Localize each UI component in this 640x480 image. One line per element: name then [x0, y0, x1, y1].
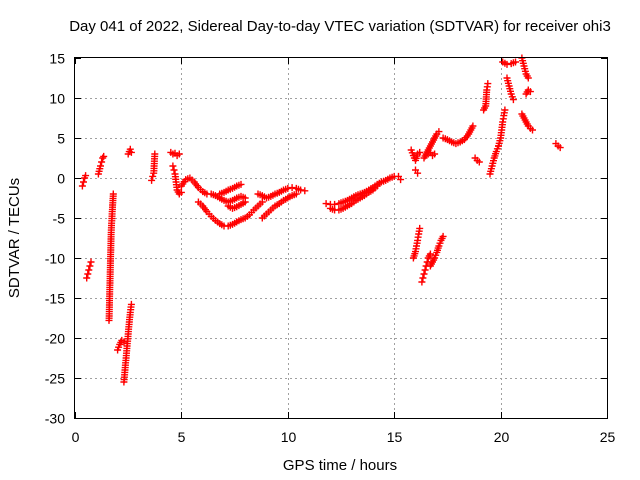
data-point-marker: [475, 158, 483, 166]
data-point-marker: [87, 258, 95, 266]
chart-title: Day 041 of 2022, Sidereal Day-to-day VTE…: [69, 18, 611, 35]
x-tick-label: 5: [178, 429, 186, 445]
data-point-marker: [418, 278, 426, 286]
data-point-marker: [431, 150, 439, 158]
data-point-marker: [149, 172, 157, 180]
data-point-marker: [435, 128, 443, 136]
axis-ticks: [75, 58, 608, 419]
data-point-marker: [469, 122, 477, 130]
data-point-marker: [99, 154, 107, 162]
data-point-marker: [421, 266, 429, 274]
data-point-marker: [84, 270, 92, 278]
data-point-marker: [109, 190, 117, 198]
data-point-marker: [82, 172, 90, 180]
data-point-marker: [322, 200, 330, 208]
data-point-marker: [501, 106, 509, 114]
data-point-marker: [397, 176, 405, 184]
data-points: [78, 54, 564, 386]
data-point-marker: [414, 169, 422, 177]
data-point-marker: [120, 338, 128, 346]
data-point-marker: [292, 190, 300, 198]
x-axis-title: GPS time / hours: [283, 457, 397, 474]
data-point-marker: [512, 58, 519, 66]
data-point-marker: [85, 266, 93, 274]
data-point-marker: [127, 300, 135, 308]
data-point-marker: [526, 88, 534, 96]
data-point-marker: [126, 145, 134, 153]
y-axis-title: SDTVAR / TECUs: [6, 178, 23, 298]
y-tick-label: 5: [57, 131, 65, 147]
y-tick-label: 15: [49, 51, 65, 67]
data-point-marker: [284, 184, 292, 192]
plot-frame: [74, 57, 608, 419]
data-point-marker: [169, 162, 177, 170]
y-tick-label: -5: [53, 211, 66, 227]
y-tick-label: 0: [57, 171, 65, 187]
data-point-marker: [98, 158, 106, 166]
grid-lines: [75, 58, 607, 418]
data-point-marker: [127, 148, 135, 156]
data-point-marker: [419, 274, 427, 282]
data-point-marker: [524, 74, 532, 82]
data-point-marker: [148, 176, 156, 184]
x-tick-label: 0: [72, 429, 80, 445]
data-point-marker: [503, 60, 511, 68]
data-point-marker: [416, 224, 424, 232]
data-point-marker: [177, 188, 185, 196]
y-tick-label: 10: [49, 91, 65, 107]
data-point-marker: [297, 186, 305, 194]
x-tick-label: 20: [494, 429, 510, 445]
y-tick-label: -25: [45, 371, 65, 387]
data-point-marker: [426, 250, 434, 258]
y-tick-label: -30: [45, 411, 65, 427]
data-point-marker: [373, 182, 381, 190]
y-tick-label: -20: [45, 331, 65, 347]
data-point-marker: [556, 144, 564, 152]
data-point-marker: [484, 80, 492, 88]
data-point-marker: [97, 162, 104, 170]
data-point-marker: [241, 198, 249, 206]
data-point-marker: [170, 166, 178, 174]
data-point-marker: [529, 126, 536, 134]
data-point-marker: [288, 184, 296, 192]
data-point-marker: [420, 270, 428, 278]
data-point-marker: [237, 180, 245, 188]
tick-labels: 0 5 10 15 20 25 -30 -25 -20 -15 -10 -5 0 5 10 15: [45, 51, 616, 446]
data-point-marker: [416, 148, 424, 156]
data-point-marker: [509, 96, 517, 104]
data-point-marker: [83, 274, 91, 282]
y-tick-label: -15: [45, 291, 65, 307]
x-tick-label: 25: [600, 429, 616, 445]
data-point-marker: [301, 187, 309, 195]
data-point-marker: [86, 262, 94, 270]
data-point-marker: [151, 150, 159, 158]
data-point-marker: [175, 150, 183, 158]
x-tick-label: 15: [387, 429, 403, 445]
data-point-marker: [258, 198, 266, 206]
data-point-marker: [100, 152, 108, 160]
data-point-marker: [80, 178, 87, 186]
data-point-marker: [439, 232, 447, 240]
data-point-marker: [78, 182, 86, 190]
y-tick-label: -10: [45, 251, 65, 267]
x-tick-label: 10: [281, 429, 297, 445]
